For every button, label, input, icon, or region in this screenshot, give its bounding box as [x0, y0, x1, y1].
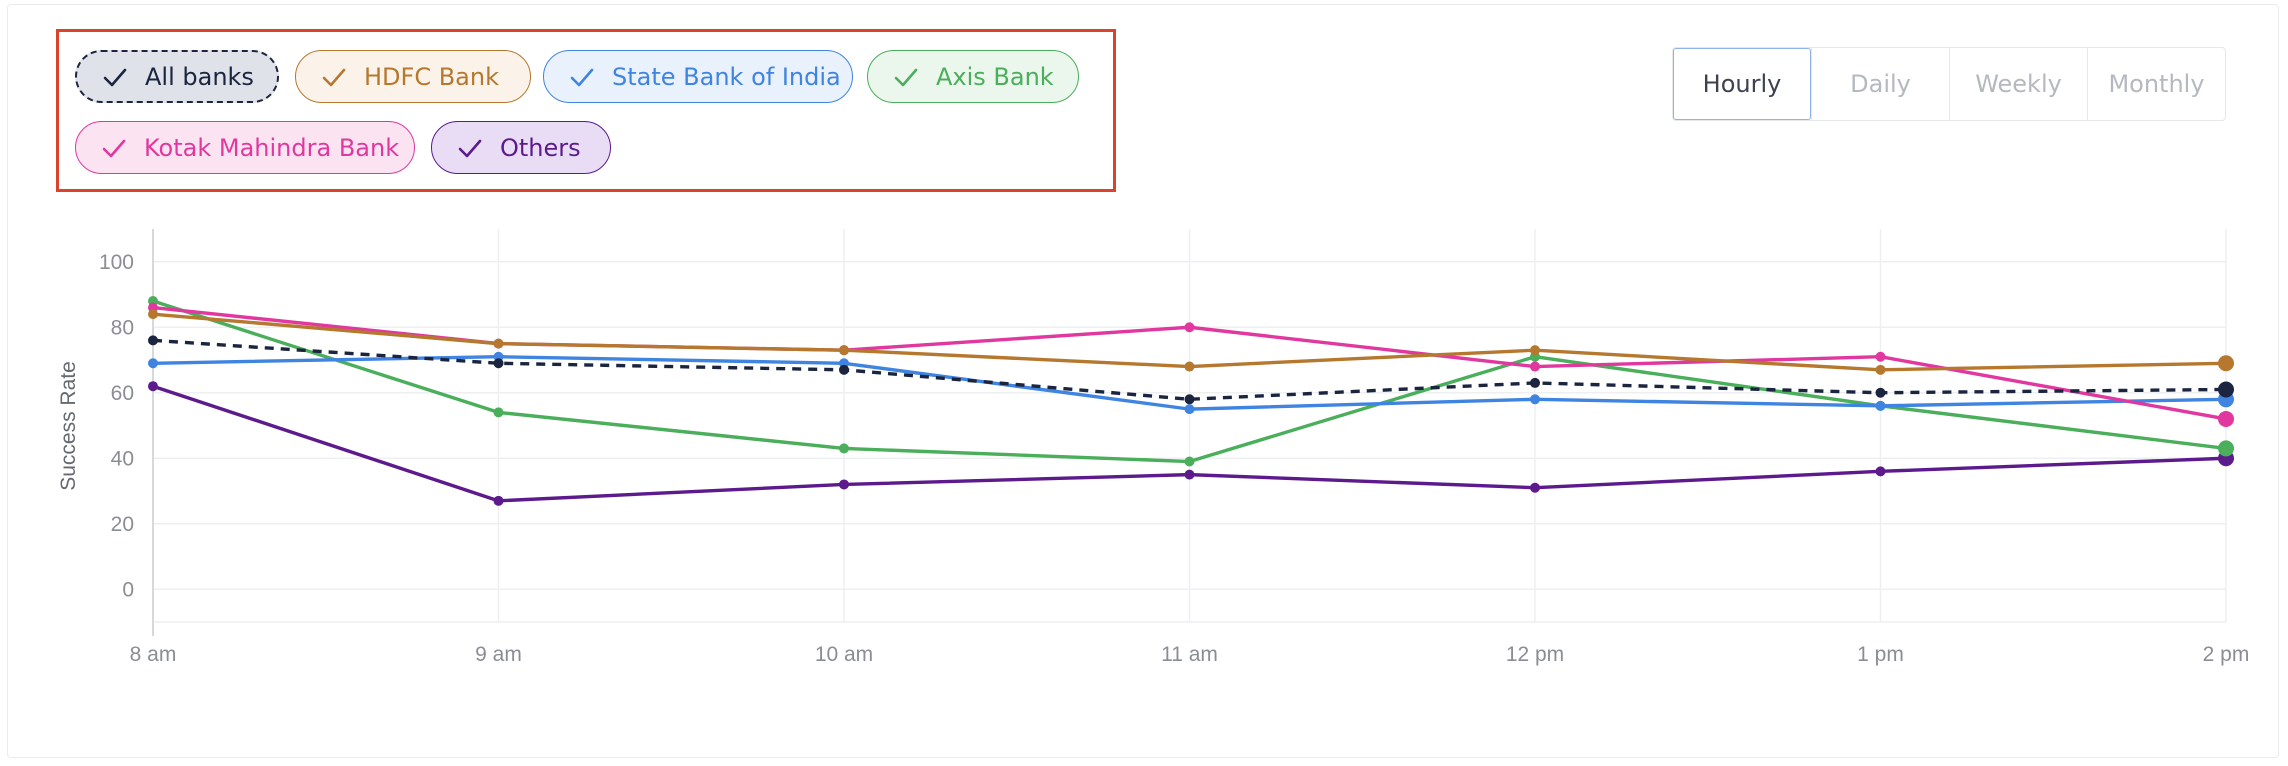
granularity-tabs: Hourly Daily Weekly Monthly	[1672, 47, 2226, 121]
x-tick-label: 11 am	[1161, 643, 1218, 666]
legend-chip-others[interactable]: Others	[431, 121, 611, 174]
data-point-all-banks	[1875, 387, 1886, 398]
checkmark-icon	[456, 134, 484, 162]
data-point-hdfc-bank	[493, 338, 504, 349]
tab-weekly[interactable]: Weekly	[1949, 48, 2087, 120]
data-point-kotak-mahindra-bank	[1184, 322, 1195, 333]
x-tick-label: 1 pm	[1857, 643, 1904, 666]
checkmark-icon	[568, 63, 596, 91]
data-point-hdfc-bank	[1184, 361, 1195, 372]
x-tick-label: 9 am	[475, 643, 522, 666]
data-point-state-bank-of-india	[148, 358, 158, 369]
checkmark-icon	[892, 63, 920, 91]
x-tick-label: 2 pm	[2203, 643, 2250, 666]
x-tick-label: 10 am	[815, 643, 873, 666]
y-tick-label: 100	[99, 251, 134, 274]
legend-chip-label: Axis Bank	[936, 62, 1054, 91]
x-tick-label: 8 am	[130, 643, 177, 666]
legend-highlight-box	[56, 29, 1116, 192]
data-point-others	[493, 495, 504, 506]
tab-daily[interactable]: Daily	[1811, 48, 1949, 120]
legend-chip-label: State Bank of India	[612, 62, 841, 91]
legend-chip-state-bank-of-india[interactable]: State Bank of India	[543, 50, 853, 103]
checkmark-icon	[100, 134, 128, 162]
data-point-hdfc-bank	[839, 345, 849, 356]
data-point-others	[1875, 466, 1886, 477]
data-point-others	[1184, 469, 1195, 480]
data-point-axis-bank	[1184, 456, 1195, 467]
checkmark-icon	[320, 63, 348, 91]
y-axis-label: Success Rate	[57, 361, 80, 491]
data-point-all-banks	[2218, 381, 2234, 398]
legend-chip-label: Others	[500, 133, 581, 162]
data-point-others	[1530, 482, 1540, 493]
data-point-state-bank-of-india	[1530, 394, 1540, 405]
data-point-axis-bank	[2218, 440, 2234, 457]
y-tick-label: 80	[111, 316, 134, 339]
data-point-all-banks	[148, 335, 158, 346]
tab-monthly[interactable]: Monthly	[2087, 48, 2225, 120]
data-point-axis-bank	[839, 443, 849, 454]
checkmark-icon	[101, 63, 129, 91]
tab-hourly[interactable]: Hourly	[1673, 48, 1811, 120]
data-point-hdfc-bank	[148, 309, 158, 320]
legend-chip-label: Kotak Mahindra Bank	[144, 133, 400, 162]
data-point-all-banks	[493, 358, 504, 369]
data-point-kotak-mahindra-bank	[1530, 361, 1540, 372]
data-point-kotak-mahindra-bank	[1875, 351, 1886, 362]
y-tick-label: 40	[111, 447, 134, 470]
x-tick-label: 12 pm	[1506, 643, 1564, 666]
legend-chip-kotak-mahindra-bank[interactable]: Kotak Mahindra Bank	[75, 121, 415, 174]
data-point-hdfc-bank	[1875, 364, 1886, 375]
data-point-others	[839, 479, 849, 490]
legend-chip-hdfc-bank[interactable]: HDFC Bank	[295, 50, 531, 103]
data-point-kotak-mahindra-bank	[2218, 410, 2234, 427]
data-point-state-bank-of-india	[1184, 404, 1195, 415]
data-point-axis-bank	[493, 407, 504, 418]
data-point-others	[148, 381, 158, 392]
data-point-all-banks	[839, 364, 849, 375]
legend-chip-axis-bank[interactable]: Axis Bank	[867, 50, 1079, 103]
data-point-hdfc-bank	[2218, 355, 2234, 372]
data-point-all-banks	[1184, 394, 1195, 405]
legend-chip-label: HDFC Bank	[364, 62, 499, 91]
y-tick-label: 0	[122, 578, 134, 601]
legend-chip-label: All banks	[145, 62, 254, 91]
y-tick-label: 60	[111, 382, 134, 405]
data-point-state-bank-of-india	[1875, 400, 1886, 411]
legend-chip-all-banks[interactable]: All banks	[75, 50, 279, 103]
y-tick-label: 20	[111, 513, 134, 536]
data-point-hdfc-bank	[1530, 345, 1540, 356]
data-point-all-banks	[1530, 377, 1540, 388]
